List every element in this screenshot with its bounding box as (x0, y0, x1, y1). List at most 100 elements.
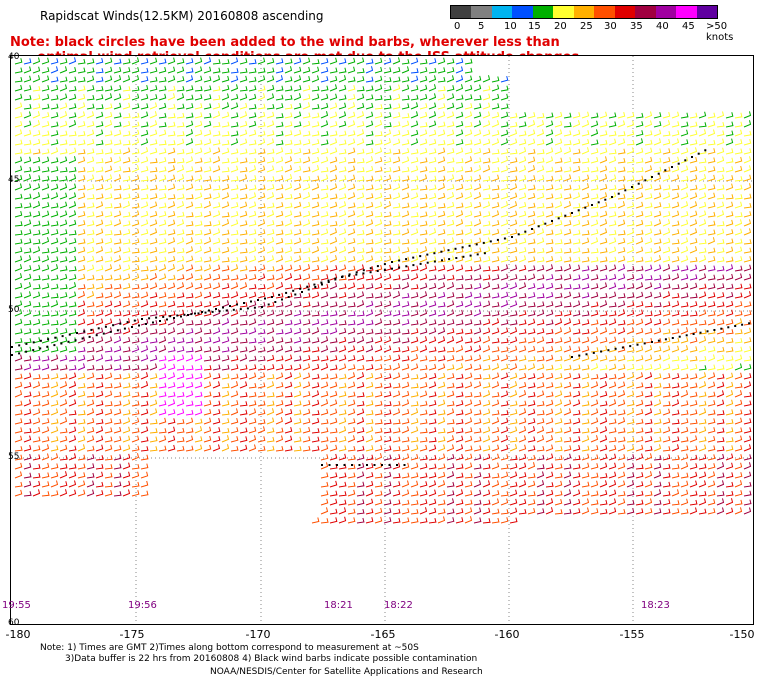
wind-barb (248, 67, 257, 74)
wind-barb (365, 463, 374, 470)
wind-barb (617, 309, 626, 317)
wind-barb (518, 480, 527, 488)
wind-barb (392, 489, 401, 497)
wind-barb (635, 246, 644, 254)
wind-barb (689, 282, 698, 290)
wind-barb (104, 390, 113, 398)
wind-barb (581, 391, 590, 398)
wind-barb (248, 85, 257, 92)
wind-barb (743, 174, 752, 182)
wind-barb (104, 165, 113, 173)
wind-barb (437, 319, 446, 326)
wind-barb (536, 139, 545, 146)
contamination-marker (39, 347, 42, 350)
wind-barb (284, 246, 293, 254)
wind-barb (680, 336, 689, 344)
wind-barb (338, 426, 347, 434)
wind-barb (473, 507, 482, 515)
wind-barb (428, 400, 437, 407)
wind-barb (527, 192, 536, 200)
wind-barb (581, 166, 590, 173)
wind-barb (698, 255, 707, 263)
wind-barb (293, 427, 302, 434)
wind-barb (338, 210, 347, 218)
wind-barb (599, 111, 608, 119)
wind-barb (41, 301, 50, 308)
wind-barb (680, 345, 689, 353)
wind-barb (653, 373, 662, 380)
wind-barb (464, 507, 473, 515)
wind-barb (32, 480, 41, 488)
wind-barb (329, 93, 338, 101)
wind-barb (491, 184, 500, 191)
wind-barb (410, 319, 419, 326)
wind-barb (284, 319, 293, 326)
wind-barb (707, 318, 716, 326)
wind-barb (311, 363, 320, 371)
wind-barb (626, 372, 635, 380)
wind-barb (113, 66, 122, 74)
wind-barb (41, 75, 50, 83)
wind-barb (311, 355, 320, 362)
wind-barb (644, 436, 653, 443)
wind-barb (653, 174, 662, 182)
wind-barb (491, 76, 500, 83)
wind-barb (446, 237, 455, 245)
contamination-marker (320, 281, 323, 284)
wind-barb (464, 201, 473, 209)
wind-barb (437, 310, 446, 317)
wind-barb (653, 292, 662, 299)
wind-barb (635, 301, 644, 308)
wind-barb (563, 174, 572, 182)
wind-barb (131, 427, 140, 434)
wind-barb (491, 480, 500, 488)
wind-barb (140, 392, 149, 398)
wind-barb (239, 256, 248, 263)
wind-barb (662, 436, 671, 443)
wind-barb (554, 175, 563, 182)
wind-barb (518, 498, 527, 506)
wind-barb (131, 490, 140, 497)
wind-barb (221, 212, 230, 218)
lat-label-50: 50 (8, 305, 20, 315)
wind-barb (185, 400, 194, 407)
wind-barb (266, 229, 275, 236)
wind-barb (653, 481, 662, 488)
wind-barb (158, 247, 167, 254)
wind-barb (131, 435, 140, 443)
wind-barb (374, 498, 383, 506)
wind-barb (293, 220, 302, 227)
wind-barb (59, 328, 68, 335)
wind-barb (347, 381, 356, 389)
wind-barb (581, 211, 590, 218)
wind-barb (446, 400, 455, 407)
wind-barb (590, 264, 599, 272)
wind-barb (41, 228, 50, 236)
wind-barb (68, 355, 77, 362)
wind-barb (140, 210, 149, 218)
wind-barb (662, 130, 671, 137)
wind-barb (725, 346, 734, 353)
wind-barb (581, 130, 590, 137)
wind-barb (248, 129, 257, 137)
contamination-marker (336, 464, 338, 466)
wind-barb (689, 409, 698, 416)
wind-barb (644, 147, 653, 155)
wind-barb (131, 328, 140, 335)
wind-barb (671, 273, 680, 281)
wind-barb (239, 436, 248, 443)
wind-barb (257, 75, 266, 83)
wind-barb (536, 390, 545, 398)
wind-barb (500, 165, 509, 173)
wind-barb (734, 201, 743, 209)
wind-barb (419, 122, 428, 128)
contamination-marker (448, 258, 451, 261)
wind-barb (401, 418, 410, 425)
wind-barb (176, 112, 185, 119)
wind-barb (482, 426, 491, 434)
wind-barb (410, 102, 419, 110)
wind-barb (671, 239, 680, 245)
wind-barb (599, 373, 608, 380)
wind-barb (113, 481, 122, 488)
wind-barb (716, 194, 725, 200)
